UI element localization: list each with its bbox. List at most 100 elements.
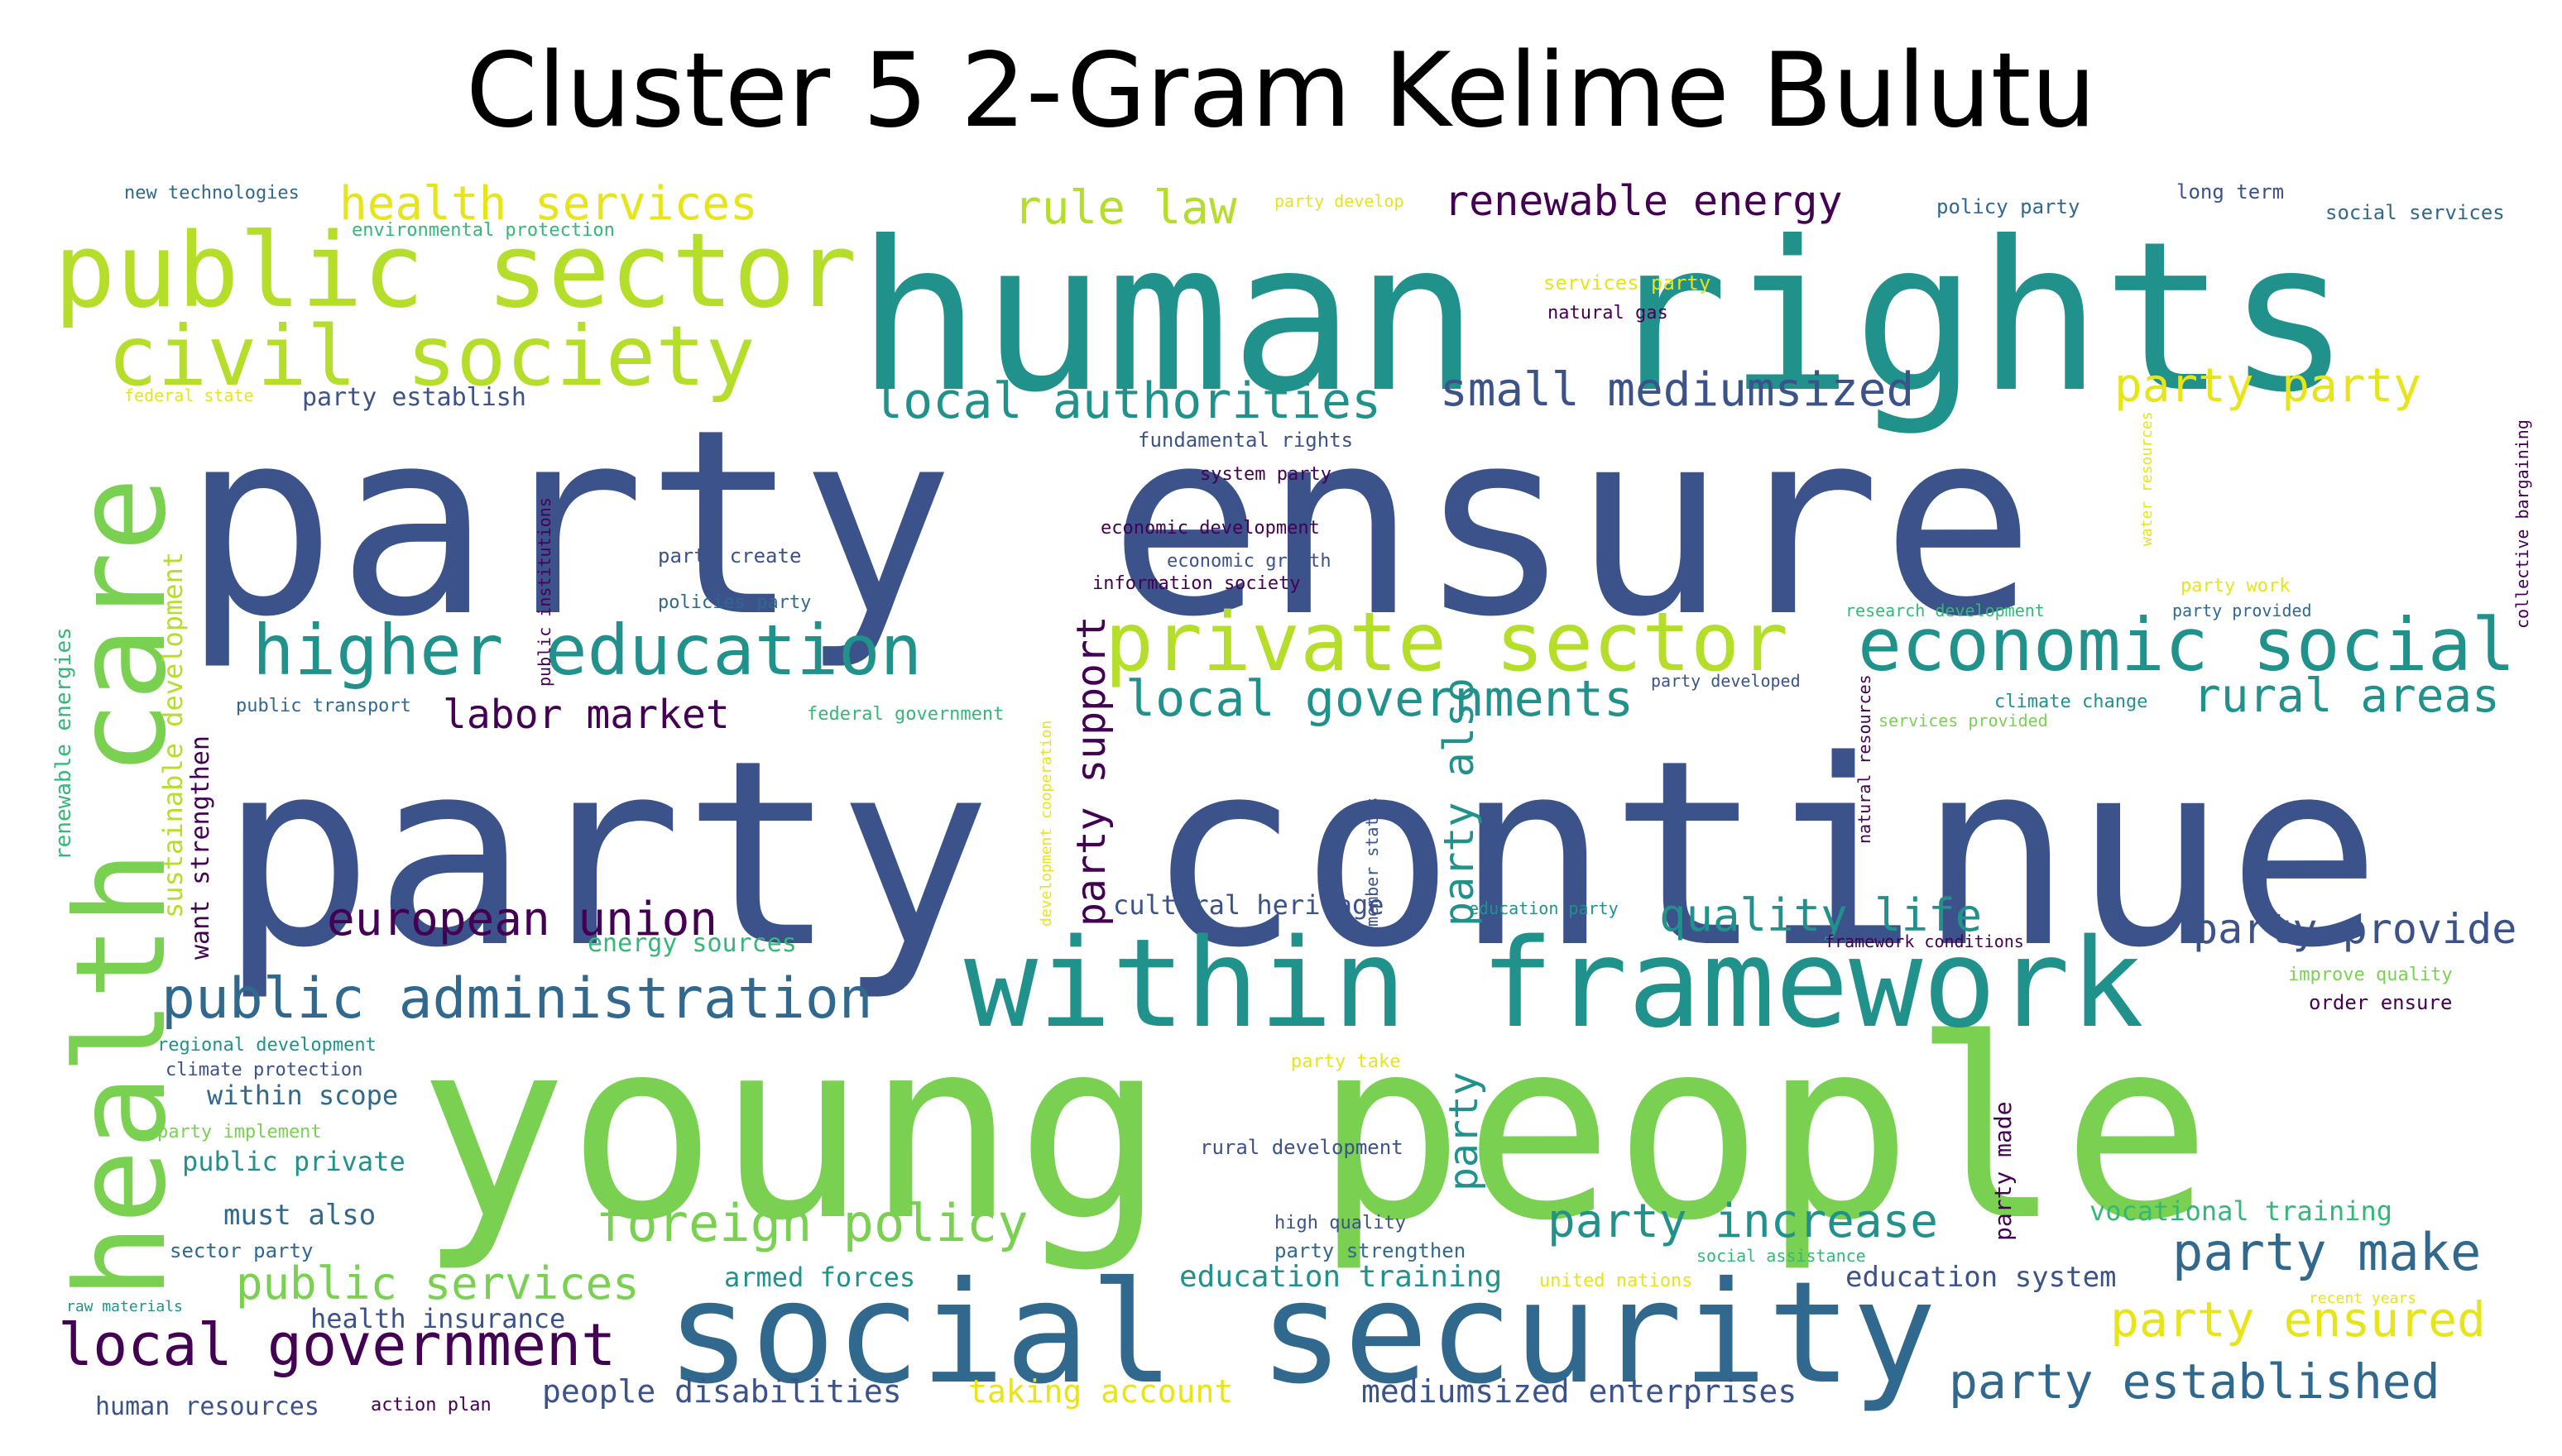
word-economic-growth: economic growth (1167, 551, 1331, 572)
word-climate-change: climate change (1994, 692, 2147, 712)
word-party-make: party make (2172, 1222, 2481, 1282)
word-party-implement: party implement (157, 1122, 322, 1142)
word-member-states: member states (1362, 797, 1382, 927)
word-economic-development: economic development (1101, 518, 1320, 539)
word-mediumsized-enterprises: mediumsized enterprises (1361, 1373, 1797, 1410)
word-higher-education: higher education (252, 610, 922, 691)
word-system-party: system party (1200, 464, 1331, 485)
word-european-union: european union (327, 893, 717, 946)
word-party-provided: party provided (2172, 601, 2312, 620)
word-united-nations: united nations (1539, 1271, 1692, 1291)
word-services-party: services party (1543, 271, 1710, 295)
word-within-framework: within framework (964, 912, 2144, 1055)
word-party-party: party party (2114, 359, 2421, 413)
word-social-security: social security (666, 1252, 1936, 1415)
word-civil-society: civil society (108, 308, 756, 405)
word-must-also: must also (223, 1199, 376, 1232)
word-sector-party: sector party (170, 1239, 313, 1262)
word-education-system: education system (1845, 1261, 2117, 1294)
word-rule-law: rule law (1014, 181, 1237, 235)
word-young-people: young people (418, 986, 2211, 1275)
word-policies-party: policies party (658, 592, 811, 613)
word-party-ensured: party ensured (2110, 1291, 2486, 1348)
word-fundamental-rights: fundamental rights (1138, 429, 1353, 452)
word-federal-government: federal government (807, 704, 1004, 725)
word-human-resources: human resources (95, 1392, 319, 1421)
word-development-cooperation: development cooperation (1038, 721, 1055, 927)
word-social-assistance: social assistance (1696, 1246, 1866, 1266)
word-recent-years: recent years (2309, 1290, 2416, 1307)
word-party-strengthen: party strengthen (1274, 1239, 1466, 1262)
word-improve-quality: improve quality (2288, 965, 2453, 985)
word-renewable-energies: renewable energies (51, 627, 76, 860)
word-rural-areas: rural areas (2193, 669, 2500, 723)
page-title: Cluster 5 2-Gram Kelime Bulutu (465, 31, 2096, 151)
word-high-quality: high quality (1274, 1213, 1406, 1233)
word-local-governments: local governments (1125, 670, 1634, 728)
word-party-made: party made (1989, 1101, 2017, 1241)
word-raw-materials: raw materials (66, 1298, 183, 1315)
word-long-term: long term (2176, 180, 2284, 204)
word-public-transport: public transport (236, 696, 411, 716)
word-natural-resources: natural resources (1854, 674, 1874, 844)
word-economic-social: economic social (1858, 602, 2516, 687)
word-collective-bargaining: collective bargaining (2512, 419, 2532, 629)
word-health-insurance: health insurance (310, 1303, 565, 1334)
word-vocational-training: vocational training (2089, 1195, 2392, 1227)
word-rural-development: rural development (1200, 1136, 1403, 1159)
word-education-party: education party (1469, 898, 1619, 918)
word-climate-protection: climate protection (166, 1060, 362, 1080)
word-social-services: social services (2325, 201, 2505, 224)
word-order-ensure: order ensure (2309, 991, 2452, 1014)
word-quality-life: quality life (1659, 889, 1982, 941)
word-policy-party: policy party (1936, 195, 2080, 218)
word-new-technologies: new technologies (124, 183, 300, 204)
word-renewable-energy: renewable energy (1444, 177, 1843, 225)
word-local-authorities: local authorities (873, 372, 1381, 430)
word-party-ensure: party ensure (182, 375, 2036, 673)
word-environmental-protection: environmental protection (352, 220, 615, 241)
word-small-mediumsized: small mediumsized (1440, 363, 1914, 417)
word-action-plan: action plan (371, 1395, 492, 1415)
word-party-establish: party establish (302, 383, 526, 412)
word-private-sector: private sector (1105, 596, 1788, 690)
word-party-established: party established (1949, 1353, 2440, 1410)
word-party-create: party create (658, 544, 801, 568)
word-party-continue: party continue (219, 706, 2382, 1004)
word-party-developed: party developed (1651, 671, 1801, 691)
word-research-development: research development (1845, 601, 2045, 620)
word-services-provided: services provided (1878, 711, 2048, 730)
word-party: party (1441, 1072, 1487, 1192)
word-public-services: public services (236, 1257, 640, 1310)
word-framework-conditions: framework conditions (1825, 932, 2024, 951)
word-taking-account: taking account (968, 1373, 1233, 1410)
word-public-institutions: public institutions (535, 497, 554, 687)
word-energy-sources: energy sources (588, 929, 797, 958)
word-information-society: information society (1092, 573, 1301, 594)
word-public-administration: public administration (161, 966, 873, 1032)
word-party-provide: party provide (2193, 905, 2516, 953)
word-party-support: party support (1068, 615, 1115, 927)
word-local-government: local government (58, 1311, 616, 1379)
word-want-strengthen: want strengthen (186, 735, 215, 960)
word-party-also: party also (1435, 678, 1483, 927)
word-health-services: health services (339, 177, 758, 231)
word-public-private: public private (182, 1146, 405, 1177)
word-sustainable-development: sustainable development (157, 552, 189, 918)
word-regional-development: regional development (157, 1035, 377, 1056)
word-cultural-heritage: cultural heritage (1113, 889, 1384, 921)
word-foreign-policy: foreign policy (596, 1193, 1029, 1253)
word-armed-forces: armed forces (724, 1262, 915, 1293)
word-party-develop: party develop (1274, 191, 1404, 211)
word-human-rights: human rights (856, 197, 2351, 438)
word-natural-gas: natural gas (1547, 303, 1668, 323)
word-public-sector: public sector (54, 212, 857, 331)
word-people-disabilities: people disabilities (542, 1373, 902, 1410)
word-health-care: health care (50, 477, 194, 1299)
word-federal-state: federal state (124, 386, 254, 405)
word-party-increase: party increase (1547, 1195, 1938, 1248)
word-education-training: education training (1179, 1260, 1502, 1294)
word-within-scope: within scope (207, 1080, 398, 1111)
word-labor-market: labor market (443, 692, 730, 738)
